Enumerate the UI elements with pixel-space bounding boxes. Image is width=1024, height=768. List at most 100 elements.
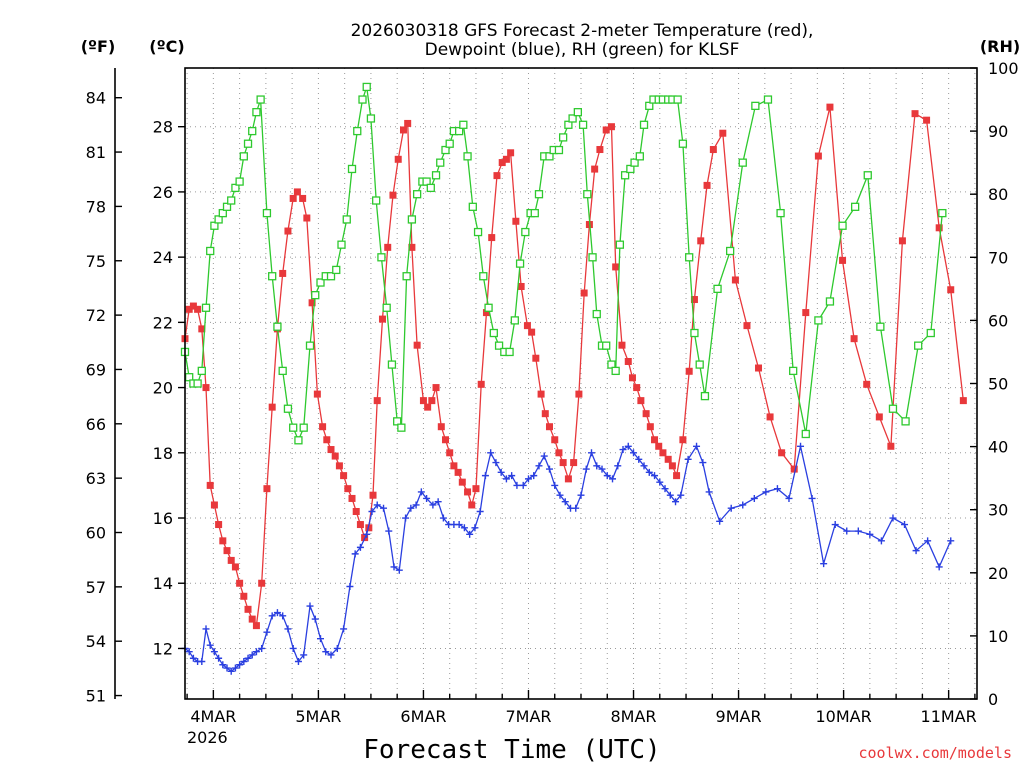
temperature-point <box>602 126 610 134</box>
temperature-point <box>373 397 381 405</box>
temperature-point <box>424 403 432 411</box>
temperature-point <box>850 335 858 343</box>
temperature-point <box>289 194 297 202</box>
temperature-point <box>215 521 223 529</box>
temperature-point <box>472 485 480 493</box>
dewpoint-point <box>423 494 431 502</box>
relative-humidity-point <box>197 366 206 376</box>
temperature-point <box>875 413 883 421</box>
dewpoint-point <box>471 524 479 532</box>
dewpoint-point <box>693 442 701 450</box>
temperature-point <box>319 423 327 431</box>
dewpoint-point <box>635 455 643 463</box>
dewpoint-point <box>476 507 484 515</box>
relative-humidity-point <box>568 114 577 123</box>
x-tick-label: 6MAR <box>400 707 446 726</box>
dewpoint-point <box>198 657 206 665</box>
relative-humidity-point <box>473 227 483 237</box>
temperature-point <box>633 384 641 392</box>
relative-humidity-point <box>789 366 798 376</box>
relative-humidity-point <box>814 316 823 325</box>
temperature-point <box>210 501 218 509</box>
rh-tick-label: 80 <box>988 185 1008 204</box>
relative-humidity-point <box>210 221 219 230</box>
celsius-tick-label: 28 <box>153 118 173 137</box>
dewpoint-point <box>645 468 653 476</box>
temperature-point <box>564 475 572 483</box>
grid-lines <box>185 68 977 699</box>
rh-tick-label: 40 <box>988 438 1008 457</box>
relative-humidity-point <box>583 190 592 199</box>
relative-humidity-point <box>639 120 649 129</box>
series-line-temperature <box>184 106 964 628</box>
temperature-point <box>231 563 239 571</box>
relative-humidity-point <box>305 341 315 350</box>
celsius-tick-label: 16 <box>153 509 173 528</box>
temperature-point <box>778 449 786 457</box>
dewpoint-point <box>651 472 659 480</box>
relative-humidity-point <box>201 303 211 312</box>
axis-ticks: 12 14 16 18 20 22 24 26 28 51 54 57 60 63 66 69 72 75 78 81… <box>86 59 1019 747</box>
dewpoint-point <box>356 543 364 551</box>
dewpoint-point <box>289 644 297 652</box>
x-axis-title: Forecast Time (UTC) <box>363 735 660 765</box>
temperature-point <box>202 384 210 392</box>
temperature-point <box>404 119 412 127</box>
temperature-point <box>646 423 654 431</box>
temperature-point <box>607 123 615 131</box>
dewpoint-point <box>333 644 341 652</box>
temperature-point <box>477 380 485 388</box>
dewpoint-point <box>699 459 707 467</box>
relative-humidity-point <box>459 120 468 129</box>
dewpoint-point <box>716 517 724 525</box>
dewpoint-point <box>684 455 692 463</box>
fahrenheit-tick-label: 60 <box>86 524 106 543</box>
dewpoint-point <box>762 488 770 496</box>
relative-humidity-point <box>426 183 435 193</box>
relative-humidity-point <box>382 303 391 312</box>
temperature-point <box>743 322 751 330</box>
dewpoint-point <box>947 537 955 545</box>
relative-humidity-point <box>521 227 530 237</box>
temperature-point <box>923 116 931 124</box>
relative-humidity-point <box>222 202 232 211</box>
temperature-point <box>719 129 727 137</box>
temperature-point <box>263 485 271 493</box>
relative-humidity-point <box>505 347 514 357</box>
dewpoint-point <box>202 625 210 633</box>
relative-humidity-point <box>738 158 747 167</box>
temperature-point <box>323 436 331 444</box>
celsius-unit-label: (ºC) <box>149 37 184 56</box>
dewpoint-point <box>268 612 276 620</box>
relative-humidity-point <box>901 417 910 426</box>
temperature-point <box>299 194 307 202</box>
relative-humidity-point <box>326 272 336 281</box>
relative-humidity-point <box>630 158 639 167</box>
relative-humidity-point <box>468 202 477 211</box>
dewpoint-point <box>785 494 793 502</box>
relative-humidity-point <box>588 253 597 262</box>
fahrenheit-tick-label: 84 <box>86 89 106 108</box>
celsius-tick-label: 26 <box>153 183 173 202</box>
temperature-point <box>887 442 895 450</box>
relative-humidity-point <box>700 391 710 401</box>
dewpoint-point <box>572 504 580 512</box>
dewpoint-point <box>545 465 553 473</box>
temperature-point <box>502 155 510 163</box>
dewpoint-point <box>189 654 197 662</box>
dewpoint-point <box>901 521 909 529</box>
relative-humidity-point <box>377 253 386 262</box>
relative-humidity-point <box>262 208 272 218</box>
relative-humidity-point <box>611 366 620 376</box>
temperature-point <box>790 465 798 473</box>
dewpoint-point <box>508 472 516 480</box>
relative-humidity-point <box>530 208 539 218</box>
relative-humidity-point <box>214 215 223 224</box>
relative-humidity-point <box>713 284 722 294</box>
temperature-point <box>612 263 620 271</box>
relative-humidity-point <box>231 183 240 193</box>
x-tick-label: 7MAR <box>505 707 551 726</box>
dewpoint-point <box>556 491 564 499</box>
dewpoint-point <box>588 449 596 457</box>
temperature-point <box>219 537 227 545</box>
